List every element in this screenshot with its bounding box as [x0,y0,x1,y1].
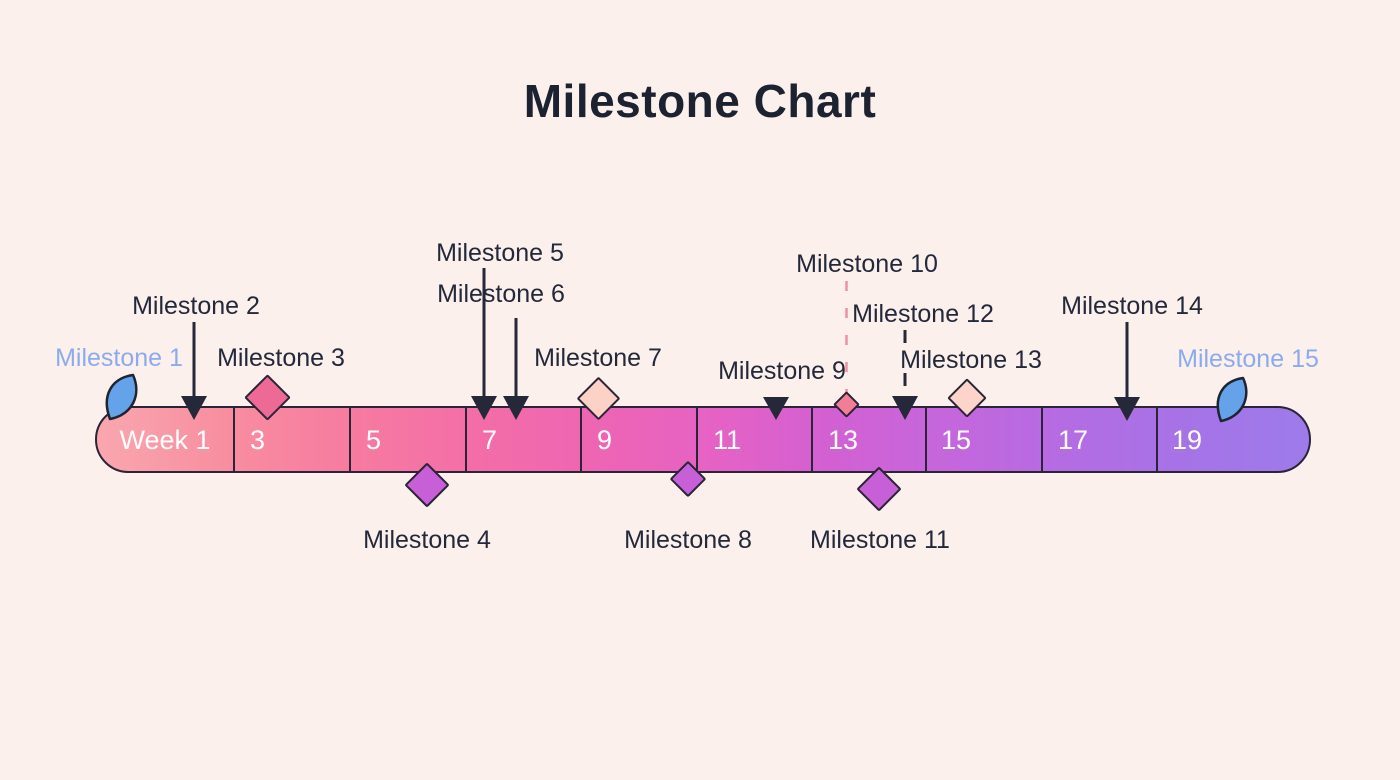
week-boundary [465,407,467,471]
milestone-4-label: Milestone 4 [363,526,491,554]
week-boundary [811,407,813,471]
week-boundary [233,407,235,471]
milestone-1-leaf-icon [105,373,138,421]
week-tick-7: 7 [482,425,498,455]
milestone-5-label: Milestone 5 [436,239,564,267]
milestone-2-arrow-icon [181,322,207,420]
week-tick-1: Week 1 [119,425,211,455]
milestone-9-arrowhead-icon [763,397,789,420]
milestone-15-label: Milestone 15 [1177,345,1319,373]
milestone-10-dashed-line [845,281,848,393]
week-boundary [696,407,698,471]
week-boundary [580,407,582,471]
week-boundary [1041,407,1043,471]
milestone-6-arrow-icon [503,318,529,420]
milestone-7-label: Milestone 7 [534,344,662,372]
milestone-14-arrow-icon [1114,322,1140,421]
week-tick-3: 3 [250,425,266,455]
week-boundary [925,407,927,471]
week-boundary [349,407,351,471]
milestone-1-label: Milestone 1 [55,344,183,372]
week-tick-15: 15 [941,425,972,455]
week-boundary [1156,407,1158,471]
milestone-12-arrow-icon [892,330,918,420]
milestone-12-label: Milestone 12 [852,300,994,328]
milestone-15-leaf-icon [1216,376,1248,423]
week-tick-17: 17 [1058,425,1089,455]
milestone-10-label: Milestone 10 [796,250,938,278]
week-tick-9: 9 [597,425,613,455]
milestone-3-label: Milestone 3 [217,344,345,372]
milestone-11-diamond-icon [856,466,902,512]
week-tick-11: 11 [713,425,742,455]
milestone-13-label: Milestone 13 [900,346,1042,374]
week-tick-19: 19 [1172,425,1203,455]
week-tick-5: 5 [366,425,382,455]
milestone-6-label: Milestone 6 [437,280,565,308]
milestone-2-label: Milestone 2 [132,292,260,320]
milestone-9-label: Milestone 9 [718,357,846,385]
page-title: Milestone Chart [523,75,877,127]
week-tick-13: 13 [828,425,859,455]
milestone-14-label: Milestone 14 [1061,292,1203,320]
timeline-bar [95,406,1311,473]
milestone-11-label: Milestone 11 [810,526,950,554]
milestone-5-arrow-icon [471,268,497,420]
milestone-8-label: Milestone 8 [624,526,752,554]
